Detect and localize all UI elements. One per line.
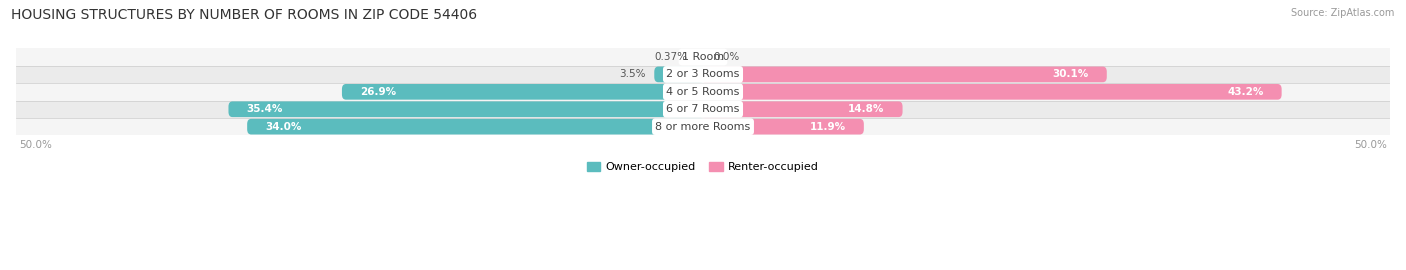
FancyBboxPatch shape <box>8 66 1398 83</box>
FancyBboxPatch shape <box>696 49 704 65</box>
Text: 0.0%: 0.0% <box>714 52 740 62</box>
Text: Source: ZipAtlas.com: Source: ZipAtlas.com <box>1291 8 1395 18</box>
Text: 11.9%: 11.9% <box>810 122 846 132</box>
FancyBboxPatch shape <box>702 67 1107 82</box>
FancyBboxPatch shape <box>702 102 903 117</box>
Text: 34.0%: 34.0% <box>266 122 301 132</box>
FancyBboxPatch shape <box>8 118 1398 135</box>
FancyBboxPatch shape <box>8 100 1398 118</box>
FancyBboxPatch shape <box>8 83 1398 100</box>
Text: 43.2%: 43.2% <box>1227 87 1264 97</box>
Text: 14.8%: 14.8% <box>848 104 884 114</box>
FancyBboxPatch shape <box>702 84 1282 100</box>
FancyBboxPatch shape <box>8 48 1398 66</box>
Text: 4 or 5 Rooms: 4 or 5 Rooms <box>666 87 740 97</box>
Text: 35.4%: 35.4% <box>246 104 283 114</box>
FancyBboxPatch shape <box>247 119 704 134</box>
Text: 8 or more Rooms: 8 or more Rooms <box>655 122 751 132</box>
Text: HOUSING STRUCTURES BY NUMBER OF ROOMS IN ZIP CODE 54406: HOUSING STRUCTURES BY NUMBER OF ROOMS IN… <box>11 8 478 22</box>
Text: 3.5%: 3.5% <box>619 69 645 79</box>
FancyBboxPatch shape <box>342 84 704 100</box>
FancyBboxPatch shape <box>228 102 704 117</box>
Text: 2 or 3 Rooms: 2 or 3 Rooms <box>666 69 740 79</box>
FancyBboxPatch shape <box>702 119 863 134</box>
Legend: Owner-occupied, Renter-occupied: Owner-occupied, Renter-occupied <box>582 158 824 177</box>
Text: 0.37%: 0.37% <box>654 52 688 62</box>
Text: 26.9%: 26.9% <box>360 87 396 97</box>
Text: 6 or 7 Rooms: 6 or 7 Rooms <box>666 104 740 114</box>
FancyBboxPatch shape <box>654 67 704 82</box>
Text: 1 Room: 1 Room <box>682 52 724 62</box>
Text: 30.1%: 30.1% <box>1053 69 1088 79</box>
